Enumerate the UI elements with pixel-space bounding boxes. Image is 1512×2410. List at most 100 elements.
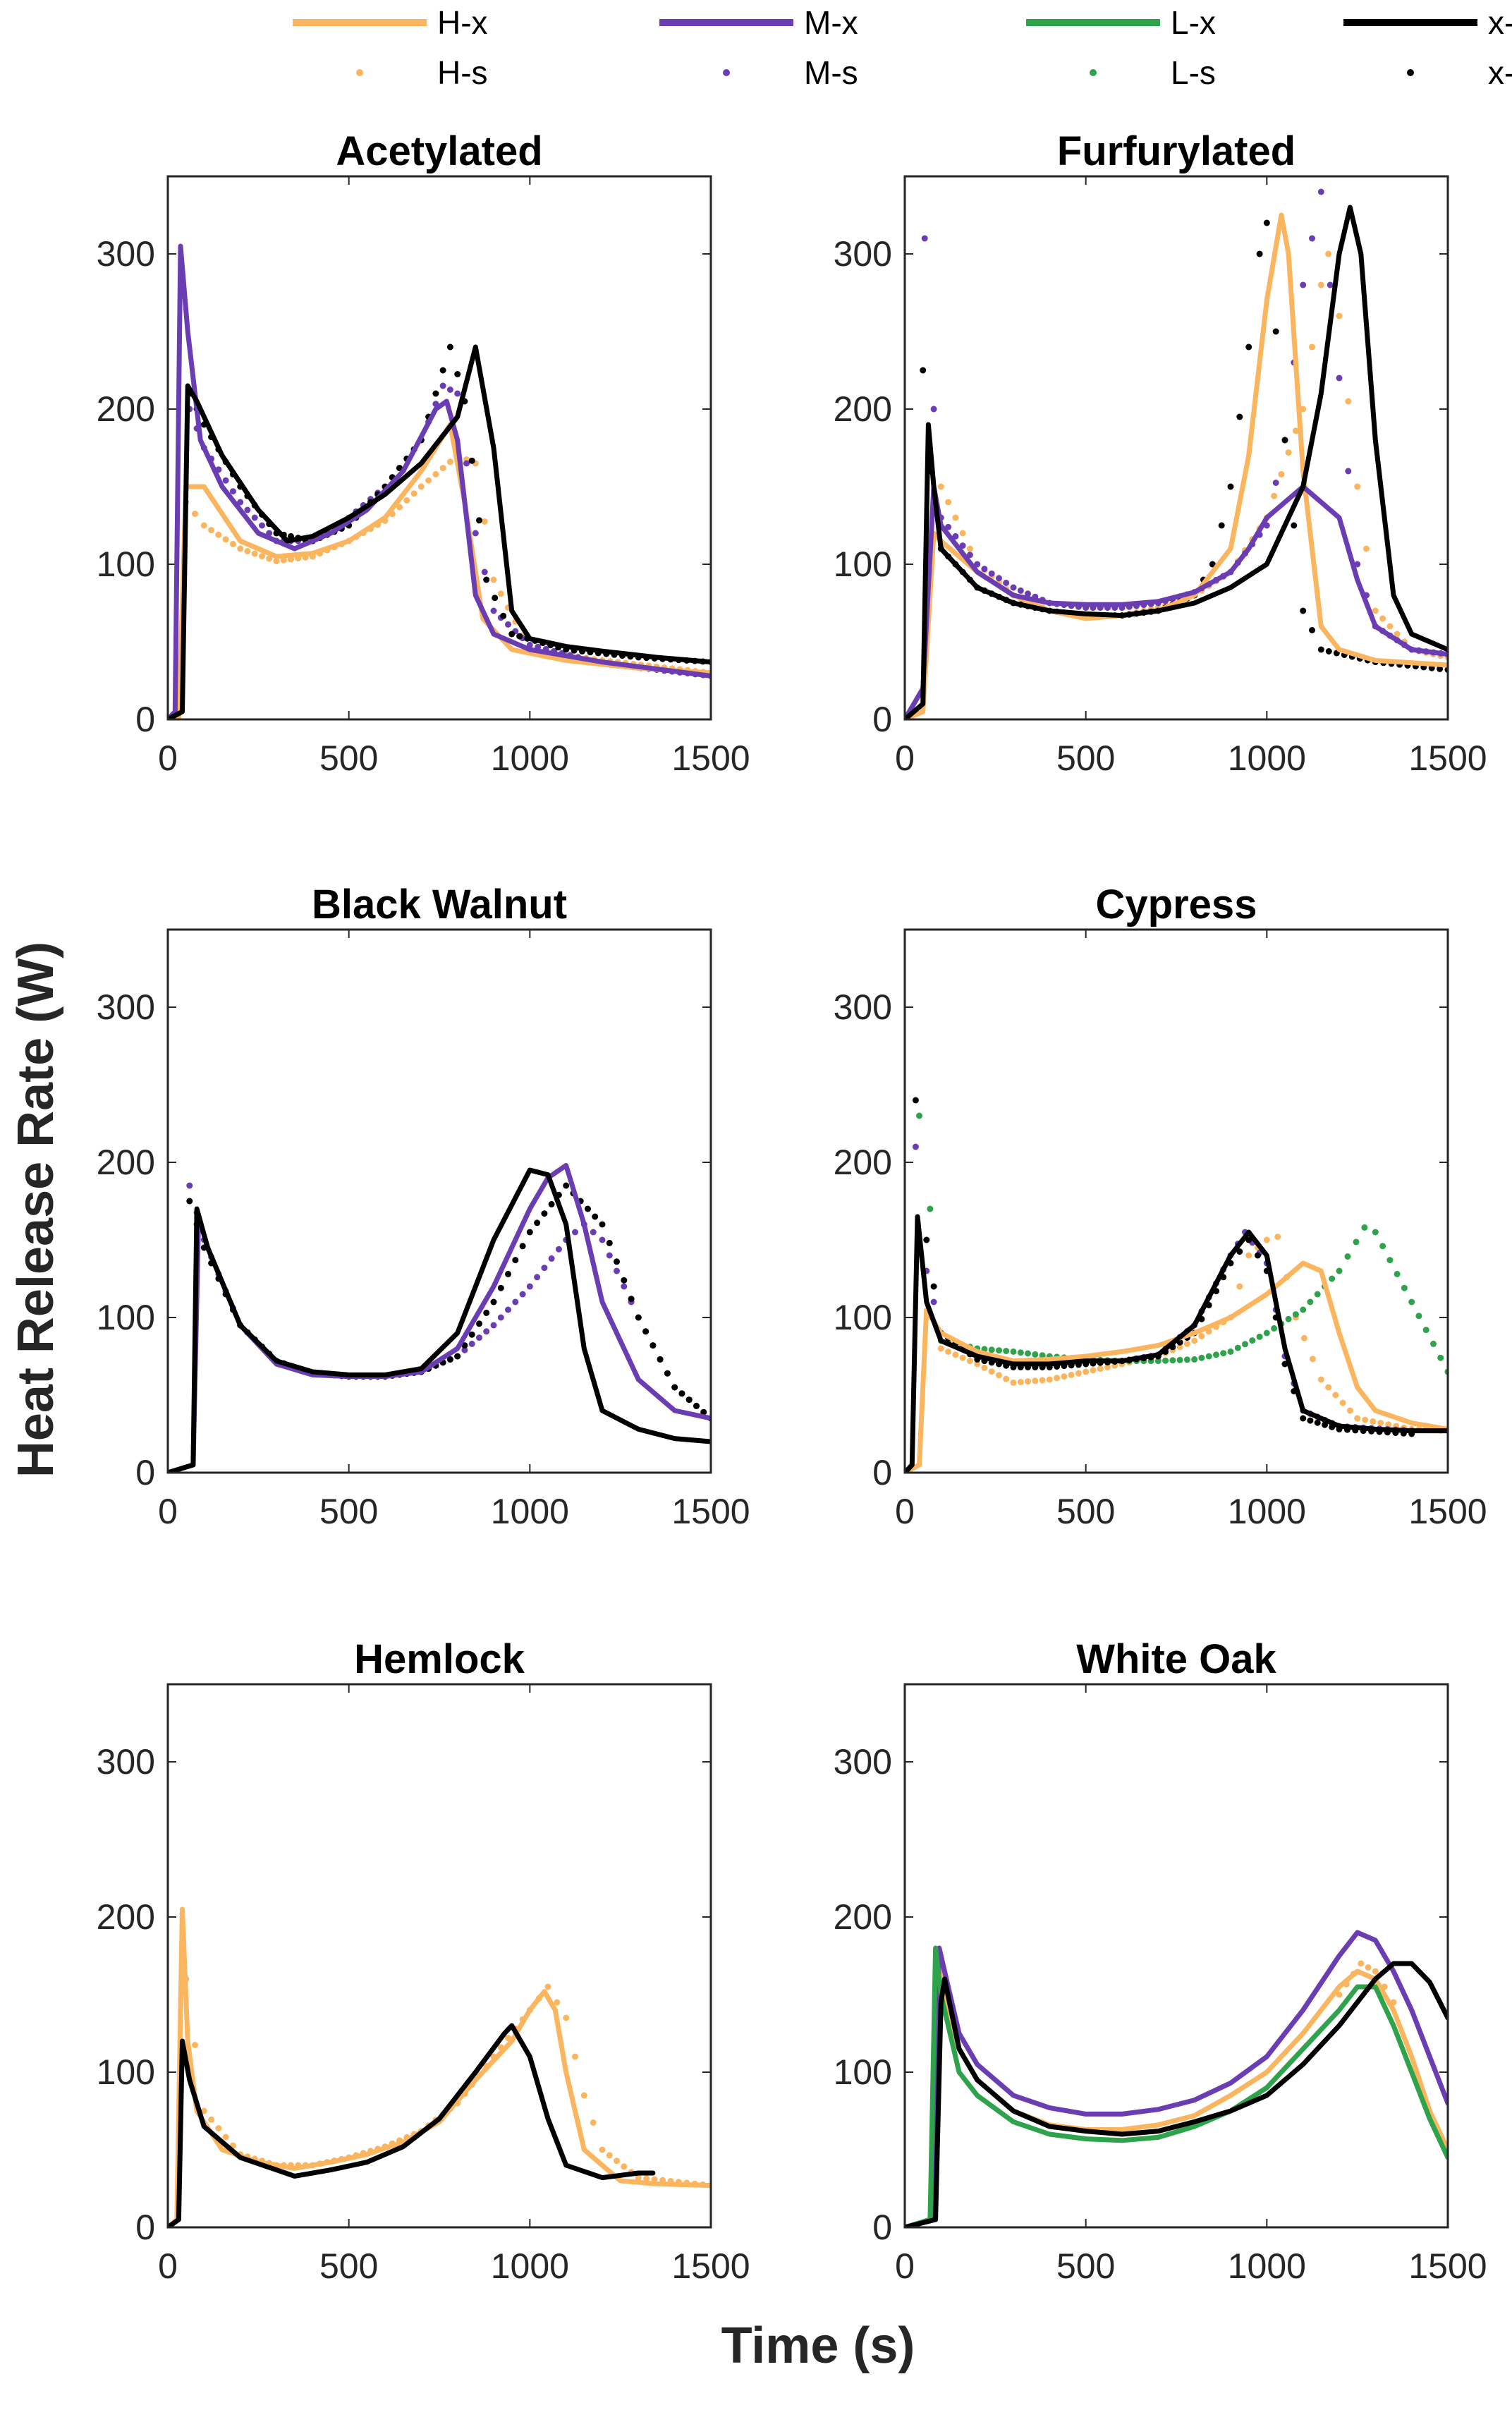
data-point [1363,545,1370,552]
data-point [1183,1340,1190,1347]
data-point [1285,1315,1292,1322]
data-point [592,1213,599,1220]
data-point [572,2053,578,2060]
data-point [1046,1376,1053,1383]
data-point [512,1257,519,1264]
data-point [1256,250,1263,257]
data-point [1379,615,1386,622]
data-point [664,1370,671,1377]
data-point [1154,1358,1162,1365]
data-point [534,1274,541,1281]
data-point [468,457,475,464]
data-point [996,1372,1002,1379]
data-point [463,460,470,467]
series-x-x-line [168,344,711,719]
data-point [1010,1379,1017,1386]
data-point [186,1182,193,1189]
data-point [1354,1415,1361,1422]
legend-label: x-x [1488,4,1512,41]
data-point [222,536,229,543]
data-point [966,552,973,559]
data-point [410,490,417,497]
data-point [1236,413,1243,420]
data-point [1271,1325,1278,1332]
data-point [1025,1350,1031,1357]
data-point [483,1328,490,1335]
series-x-s-dots [912,1097,1415,1437]
data-point [1437,1354,1444,1361]
data-point [1218,522,1225,529]
data-point [1309,1356,1316,1363]
data-point [628,1296,635,1303]
y-tick-label: 100 [97,544,155,584]
data-point [1327,281,1334,288]
x-tick-label: 500 [319,1492,378,1531]
data-point [505,1306,511,1313]
data-point [1292,1311,1299,1318]
data-point [1307,1298,1314,1306]
data-point [519,1291,526,1298]
panel-title: Black Walnut [312,882,567,927]
data-point [1317,188,1324,195]
data-point [1274,1234,1281,1241]
data-point [1345,468,1352,475]
data-point [614,1258,620,1265]
data-point [945,523,952,530]
data-point [1090,1367,1097,1374]
legend-label: M-s [804,54,858,91]
data-point [1017,1379,1024,1385]
data-point [186,1198,193,1205]
series-x-x-line [905,1961,1448,2227]
data-point [1249,1337,1256,1344]
data-point [1236,1283,1243,1290]
legend-dot-swatch [1407,69,1414,76]
data-point [439,382,446,389]
data-point [1025,1378,1031,1385]
plot-area [168,1906,711,2227]
y-tick-label: 0 [872,1453,892,1492]
data-point [200,522,207,529]
series-h-x-line [168,1906,711,2227]
data-point [1032,1351,1039,1358]
data-point [1205,1353,1212,1360]
data-point [1281,437,1288,444]
x-tick-label: 1500 [1408,738,1487,778]
data-point [1236,1248,1243,1255]
data-point [1010,584,1017,591]
data-point [200,2107,207,2114]
data-point [1039,1352,1046,1359]
legend-entry-l-x: L-x [1026,4,1216,41]
y-tick-label: 300 [97,1742,155,1782]
data-point [215,2125,222,2132]
data-point [988,1368,995,1375]
data-point [1307,1417,1314,1424]
data-point [432,390,439,397]
data-point [959,1354,966,1361]
data-point [988,1346,995,1353]
series-h-x-line [168,422,711,719]
y-tick-label: 100 [97,2052,155,2092]
data-point [1263,1329,1270,1337]
data-point [1353,1239,1360,1246]
data-point [554,1999,561,2006]
y-tick-label: 0 [872,700,892,739]
data-point [580,2092,587,2099]
data-point [1256,1333,1263,1340]
y-tick-label: 0 [872,2208,892,2247]
panel-furfurylated: 0 500 1000 1500 0 100 200 300 Furfurylated [834,128,1487,778]
y-tick-label: 0 [135,2208,155,2247]
data-point [516,633,523,640]
data-point [548,1255,555,1262]
data-point [966,1358,973,1365]
data-point [606,1239,613,1246]
data-point [585,1205,591,1212]
legend-dot-swatch [356,69,363,76]
data-point [492,595,499,602]
data-point [945,499,952,506]
y-tick-label: 200 [97,1143,155,1182]
data-point [454,390,461,397]
data-point [1017,587,1024,594]
legend-entry-m-x: M-x [659,4,858,41]
data-point [505,1270,511,1277]
